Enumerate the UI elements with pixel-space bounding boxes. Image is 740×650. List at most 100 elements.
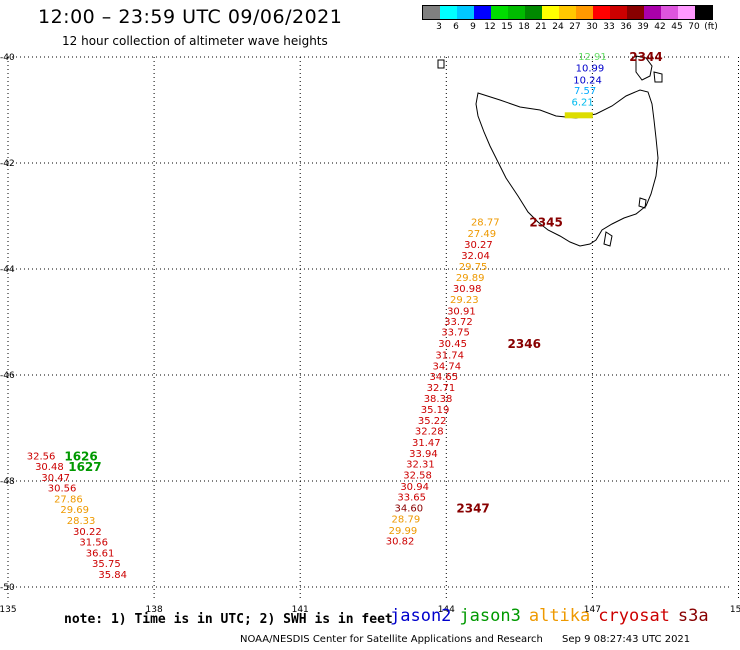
wave-height-label: 30.91 [447, 306, 476, 317]
wave-height-label: 27.86 [54, 494, 83, 505]
track-t1626: 32.56 1626 [27, 450, 98, 464]
legend-swatch [440, 6, 457, 19]
wave-height-label: 38.38 [424, 394, 453, 405]
wave-height-label: 34.74 [432, 361, 461, 372]
wave-height-label: 29.89 [456, 273, 485, 284]
lon-tick-label: 141 [292, 605, 309, 615]
legend-swatch [542, 6, 559, 19]
tasmania-coastline [437, 55, 663, 247]
lon-tick-label: 135 [0, 605, 17, 615]
legend-label: 30 [586, 22, 598, 32]
wave-height-label: 32.04 [461, 251, 490, 262]
wave-height-label: 33.75 [441, 328, 470, 339]
wave-height-label: 33.72 [444, 317, 473, 328]
legend-swatch [525, 6, 542, 19]
wave-height-label: 12.91 [578, 52, 607, 63]
wave-height-label: 30.22 [73, 527, 102, 538]
wave-height-label: 30.98 [453, 284, 482, 295]
wave-height-label: 6.21 [572, 98, 594, 109]
lat-tick-label: -42 [0, 159, 15, 169]
footnote: note: 1) Time is in UTC; 2) SWH is in fe… [64, 612, 393, 627]
wave-height-label: 30.82 [386, 536, 415, 547]
legend-label: 45 [671, 22, 683, 32]
legend-label: 27 [569, 22, 581, 32]
track-time-label: 2344 [629, 50, 662, 64]
lon-tick-label: 138 [146, 605, 163, 615]
wave-height-label: 35.22 [418, 416, 447, 427]
wave-height-label: 10.24 [573, 75, 602, 86]
track-time-label: 2346 [508, 337, 541, 351]
lat-tick-label: -48 [0, 477, 15, 487]
wave-height-label: 31.56 [79, 537, 108, 548]
color-legend: 3 6 9 12 15 18 21 24 27 30 33 36 39 42 45 70 (ft) [422, 5, 718, 32]
wave-height-label: 33.94 [409, 449, 438, 460]
wave-height-label: 28.77 [471, 217, 500, 228]
credit-line: NOAA/NESDIS Center for Satellite Applica… [240, 634, 690, 645]
legend-labels: 3 6 9 12 15 18 21 24 27 30 33 36 39 42 45 70 (ft) [422, 20, 718, 32]
wave-height-label: 33.65 [397, 492, 426, 503]
legend-label: 39 [637, 22, 649, 32]
legend-label: 6 [453, 22, 459, 32]
wave-height-label: 29.75 [459, 262, 488, 273]
satellite-jason2: jason2 [390, 606, 452, 626]
legend-swatch [593, 6, 610, 19]
wave-height-label: 10.99 [576, 64, 605, 75]
track-t2345: 28.7727.4930.2732.0429.7529.8930.9829.23… [438, 215, 563, 350]
cape-barren-island [653, 71, 663, 83]
legend-swatch [610, 6, 627, 19]
wave-height-label: 30.48 [35, 462, 64, 473]
legend-label: 42 [654, 22, 666, 32]
king-island [437, 59, 445, 69]
lat-tick-label: -46 [0, 371, 15, 381]
wave-height-label: 32.58 [403, 471, 432, 482]
legend-swatch [474, 6, 491, 19]
legend-swatch [695, 6, 712, 19]
maria-island [638, 197, 647, 209]
wave-height-label: 30.94 [400, 482, 429, 493]
track-t1627: 30.4830.4730.5627.8629.6928.3330.2231.56… [35, 460, 127, 581]
lat-tick-label: -40 [0, 53, 15, 63]
legend-label: 15 [501, 22, 513, 32]
legend-swatch [627, 6, 644, 19]
legend-swatch [678, 6, 695, 19]
wave-height-label: 29.23 [450, 295, 479, 306]
wave-height-label: 32.28 [415, 427, 444, 438]
lon-tick-label: 147 [584, 605, 601, 615]
wave-height-label: 29.69 [60, 505, 89, 516]
wave-height-label: 34.60 [394, 504, 423, 515]
track-time-label: 2345 [529, 215, 562, 229]
legend-label: 9 [470, 22, 476, 32]
legend-swatch [508, 6, 525, 19]
legend-label: 12 [484, 22, 496, 32]
legend-label: 18 [518, 22, 530, 32]
wave-height-label: 28.79 [392, 515, 421, 526]
legend-swatch [644, 6, 661, 19]
satellite-jason3: jason3 [459, 606, 521, 626]
wave-height-label: 30.56 [48, 483, 77, 494]
legend-label: (ft) [704, 22, 718, 32]
legend-label: 3 [436, 22, 442, 32]
wave-height-label: 27.49 [468, 229, 497, 240]
wave-height-label: 29.99 [389, 526, 418, 537]
track-time-label: 2347 [456, 502, 489, 516]
legend-swatch [661, 6, 678, 19]
wave-height-label: 34.65 [430, 372, 459, 383]
legend-swatch [576, 6, 593, 19]
map-subtitle: 12 hour collection of altimeter wave hei… [62, 34, 328, 48]
wave-height-mark [564, 112, 593, 119]
generated-timestamp: Sep 9 08:27:43 UTC 2021 [562, 634, 691, 645]
track-time-label: 1626 [64, 450, 97, 464]
satellite-cryosat: cryosat [598, 606, 670, 626]
lat-tick-label: -44 [0, 265, 15, 275]
wave-height-label: 28.33 [67, 516, 96, 527]
wave-height-label: 32.31 [406, 460, 435, 471]
wave-height-label: 31.47 [412, 438, 441, 449]
legend-label: 70 [688, 22, 700, 32]
satellite-altika: altika [528, 606, 591, 626]
track-time-label: 1627 [68, 460, 101, 474]
flinders-island [635, 55, 653, 81]
satellite-tracks: 12.9110.9910.247.576.21234428.7727.4930.… [27, 50, 663, 581]
legend-label: 24 [552, 22, 564, 32]
